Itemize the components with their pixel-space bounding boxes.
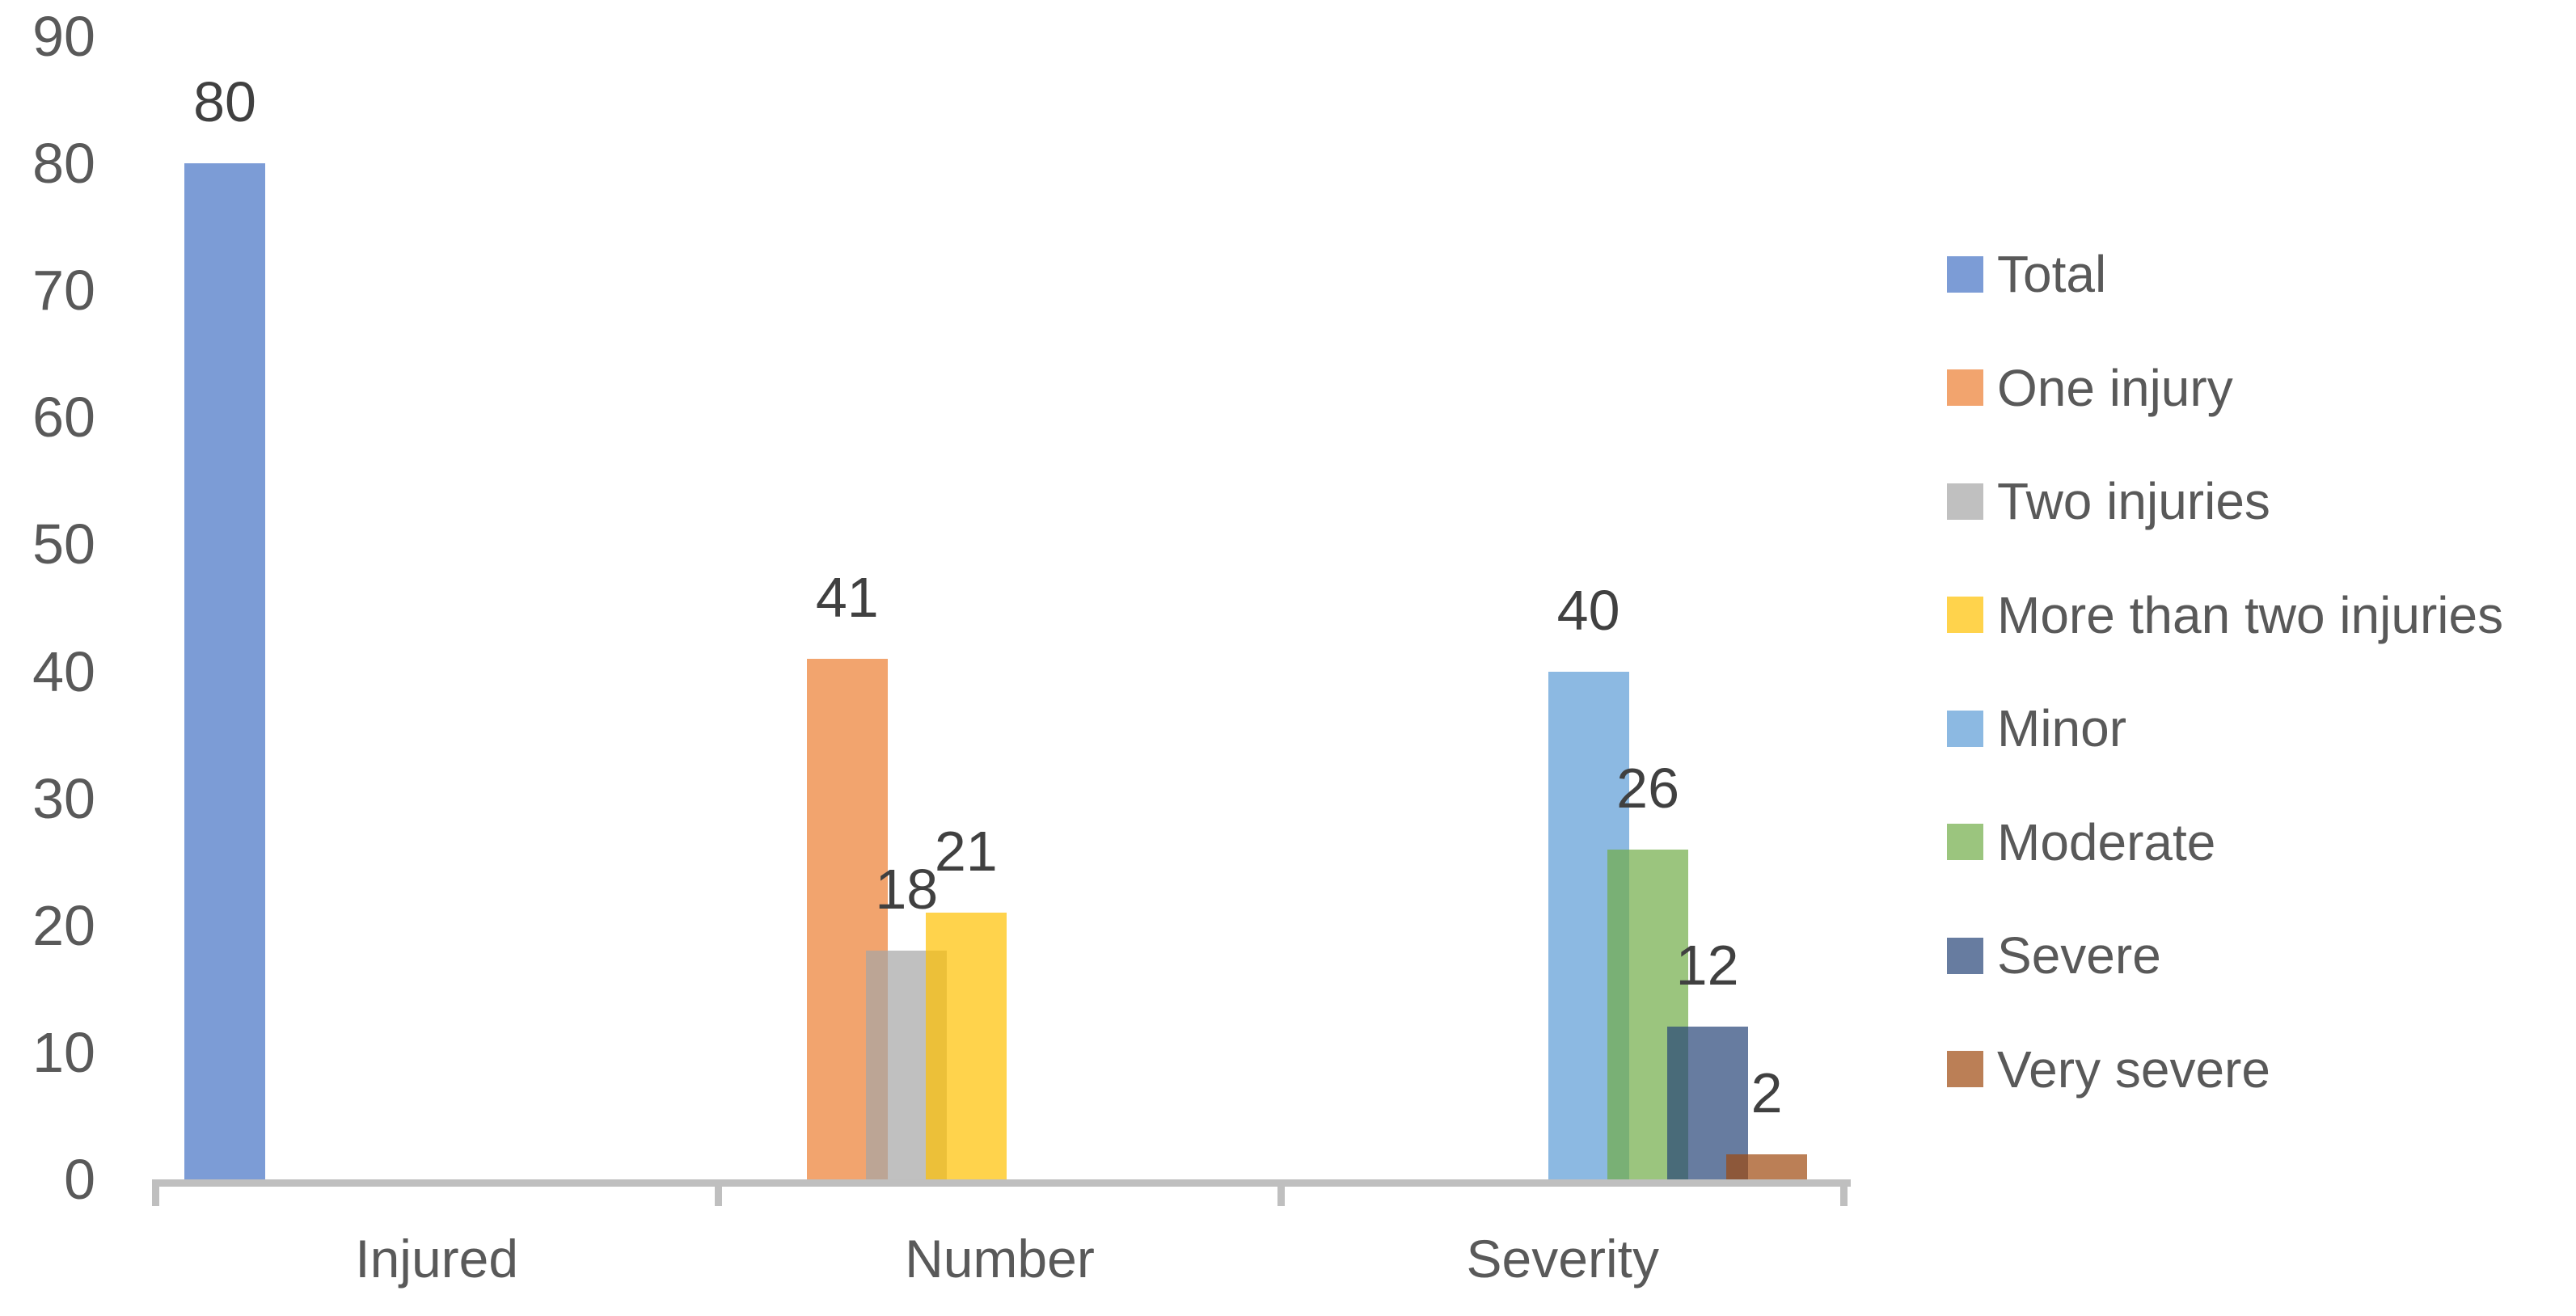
x-axis-line (155, 1179, 1851, 1187)
y-axis-tick-label: 70 (32, 259, 95, 323)
x-axis-tick (1839, 1179, 1848, 1206)
data-label-very-severe: 2 (1750, 1061, 1783, 1124)
y-axis-tick-label: 40 (32, 639, 95, 703)
legend-label-total: Total (1997, 245, 2107, 303)
legend-swatch-moderate (1947, 824, 1983, 860)
data-label-minor: 40 (1556, 578, 1620, 642)
legend-label-minor: Minor (1997, 699, 2127, 757)
data-label-one-injury: 41 (815, 565, 879, 629)
y-axis-tick-label: 20 (32, 893, 95, 957)
x-axis-tick (1277, 1179, 1286, 1206)
category-label-severity: Severity (1466, 1229, 1659, 1289)
legend-label-very-severe: Very severe (1997, 1040, 2270, 1099)
data-label-more-than-two-injuries: 21 (934, 820, 998, 884)
category-label-injured: Injured (355, 1229, 519, 1289)
legend-swatch-total (1947, 255, 1983, 293)
data-label-severe: 12 (1675, 934, 1739, 998)
legend-swatch-one-injury (1947, 369, 1983, 406)
y-axis-tick-label: 80 (32, 132, 95, 196)
category-label-number: Number (905, 1229, 1095, 1289)
legend-swatch-two-injuries (1947, 483, 1983, 520)
y-axis-tick-label: 60 (32, 386, 95, 449)
legend-label-moderate: Moderate (1997, 812, 2216, 871)
data-label-two-injuries: 18 (875, 858, 939, 922)
legend-label-severe: Severe (1997, 926, 2161, 985)
legend-label-more-than-two-injuries: More than two injuries (1997, 585, 2504, 644)
x-axis-tick (714, 1179, 722, 1206)
y-axis-tick-label: 50 (32, 512, 95, 576)
data-label-total: 80 (193, 70, 256, 134)
data-label-moderate: 26 (1616, 756, 1680, 820)
y-axis-tick-label: 0 (64, 1148, 95, 1211)
legend-swatch-minor (1947, 710, 1983, 747)
y-axis-tick-label: 90 (32, 5, 95, 68)
legend-swatch-severe (1947, 937, 1983, 974)
bar-very-severe (1726, 1154, 1808, 1179)
y-axis-tick-label: 10 (32, 1020, 95, 1084)
legend-label-one-injury: One injury (1997, 358, 2233, 417)
y-axis-tick-label: 30 (32, 766, 95, 830)
x-axis-tick (151, 1179, 159, 1206)
legend-swatch-very-severe (1947, 1051, 1983, 1087)
bar-more-than-two-injuries (925, 913, 1007, 1179)
legend-swatch-more-than-two-injuries (1947, 597, 1983, 633)
legend-label-two-injuries: Two injuries (1997, 472, 2270, 530)
bar-total (184, 163, 265, 1179)
